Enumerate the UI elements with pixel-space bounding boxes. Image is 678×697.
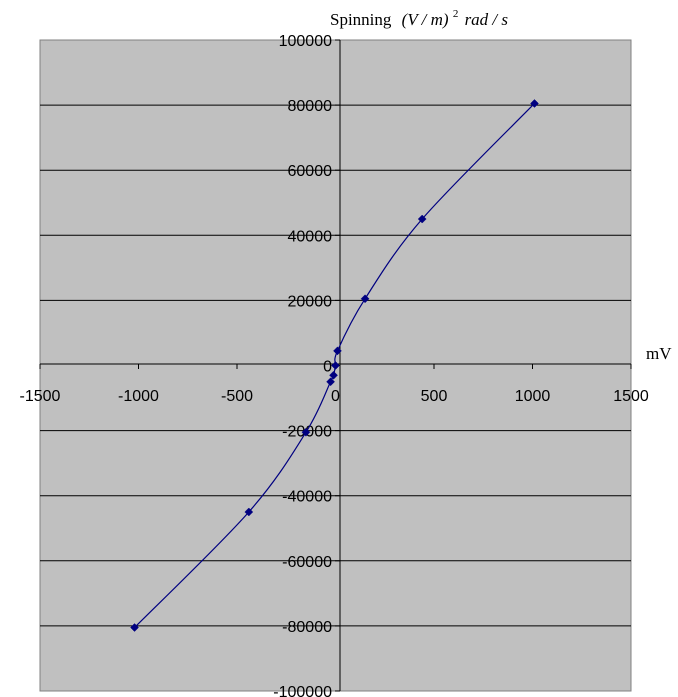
y-axis-label-units: (V / m) bbox=[402, 10, 449, 29]
x-tick-label: -1000 bbox=[118, 388, 159, 405]
series-line-0 bbox=[134, 103, 535, 628]
y-tick-label: -100000 bbox=[273, 684, 332, 697]
data-point-marker bbox=[326, 377, 335, 387]
y-tick-label: 40000 bbox=[288, 228, 333, 245]
data-point-marker bbox=[244, 507, 254, 517]
x-tick-label: -500 bbox=[221, 388, 253, 405]
x-axis-label: mV bbox=[646, 344, 672, 363]
data-point-marker bbox=[301, 427, 311, 437]
data-point-marker bbox=[329, 370, 338, 380]
x-tick-label: 500 bbox=[421, 388, 448, 405]
data-point-marker bbox=[333, 346, 342, 356]
tick-labels: -100000-80000-60000-40000-20000020000400… bbox=[20, 33, 649, 697]
y-tick-label: 60000 bbox=[288, 163, 333, 180]
x-tick-label: -1500 bbox=[20, 388, 61, 405]
y-axis-label-suffix: rad / s bbox=[465, 10, 509, 29]
data-point-marker bbox=[417, 214, 427, 224]
x-tick-label: 0 bbox=[331, 388, 340, 405]
x-tick-label: 1500 bbox=[613, 388, 649, 405]
y-tick-label: 0 bbox=[323, 359, 332, 376]
y-tick-label: -60000 bbox=[282, 554, 332, 571]
x-tick-label: 1000 bbox=[515, 388, 551, 405]
y-tick-label: 80000 bbox=[288, 98, 333, 115]
y-axis-label: Spinning (V / m) 2 rad / s bbox=[330, 2, 508, 29]
data-point-marker bbox=[360, 294, 370, 304]
data-markers bbox=[130, 99, 539, 632]
data-point-marker bbox=[130, 623, 139, 632]
data-series bbox=[134, 103, 535, 628]
y-tick-label: 100000 bbox=[279, 33, 332, 50]
y-tick-label: 20000 bbox=[288, 293, 333, 310]
y-axis-label-prefix: Spinning bbox=[330, 10, 392, 29]
data-point-marker bbox=[331, 361, 340, 370]
y-axis-label-exponent: 2 bbox=[453, 8, 459, 20]
y-tick-label: -80000 bbox=[282, 619, 332, 636]
y-tick-label: -40000 bbox=[282, 489, 332, 506]
data-point-marker bbox=[530, 99, 539, 108]
